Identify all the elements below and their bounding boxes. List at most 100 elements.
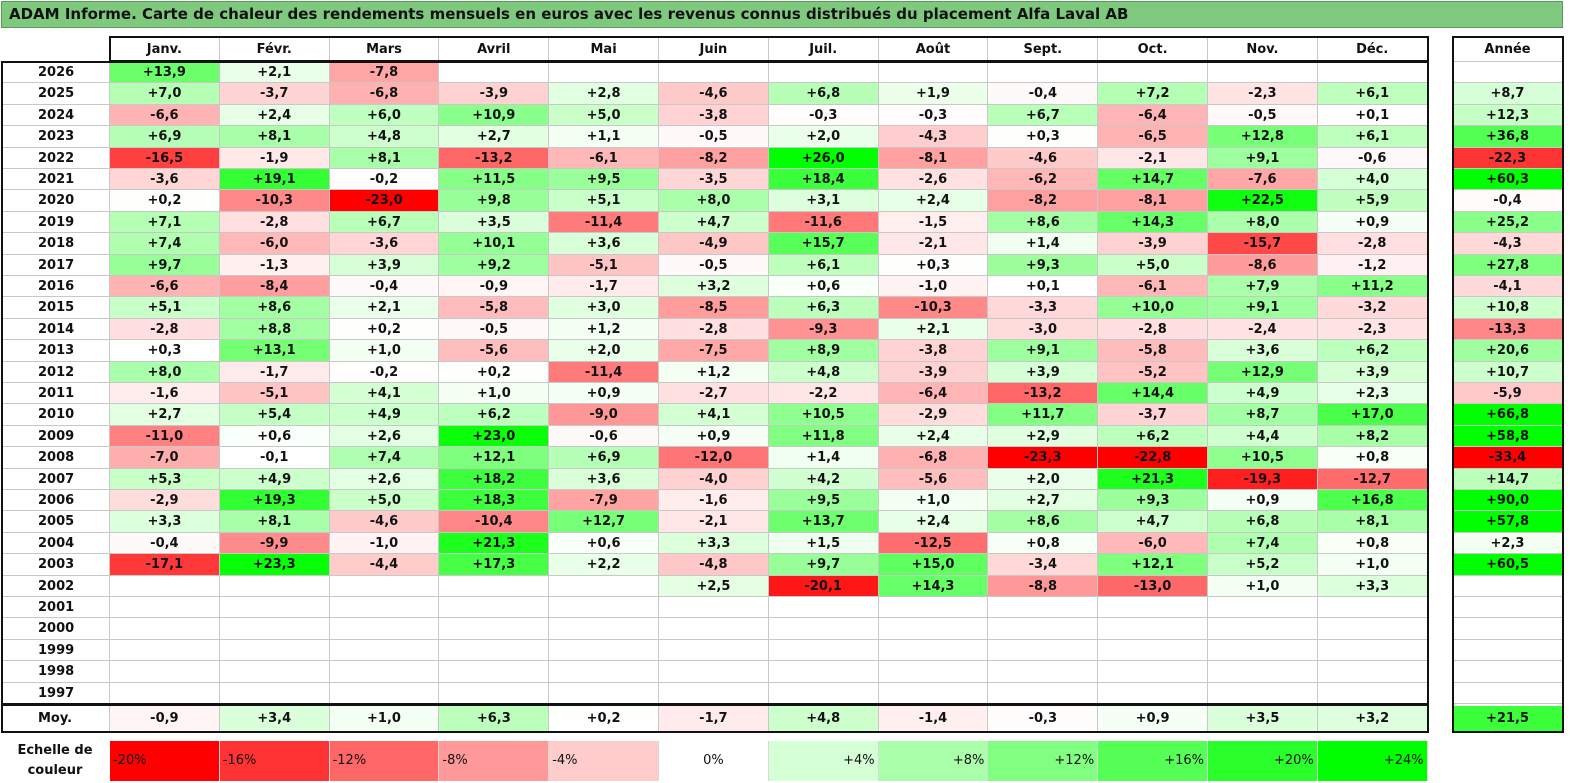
- annual-cell: +20,6: [1453, 340, 1563, 362]
- heat-cell: +18,4: [768, 169, 879, 191]
- heat-cell: -3,9: [878, 361, 989, 383]
- heat-cell: +1,1: [549, 126, 659, 148]
- heat-cell: -5,2: [1098, 361, 1208, 383]
- heat-cell: [1098, 618, 1208, 640]
- heat-cell: +0,6: [219, 425, 330, 448]
- heat-cell: -6,6: [110, 276, 220, 298]
- heat-cell: +10,0: [1098, 297, 1208, 319]
- average-cell: +3,5: [1208, 706, 1318, 732]
- annual-cell: -0,4: [1453, 190, 1563, 212]
- heat-cell: [219, 682, 330, 704]
- heat-cell: -11,4: [549, 361, 659, 383]
- heat-cell: -1,6: [110, 383, 220, 405]
- heat-cell: +7,4: [110, 233, 220, 255]
- annual-cell: +25,2: [1453, 211, 1563, 234]
- heat-cell: +21,3: [1098, 468, 1208, 490]
- heat-cell: +0,6: [768, 276, 879, 298]
- heat-cell: +7,4: [329, 447, 440, 469]
- heat-cell: -5,6: [439, 340, 550, 362]
- heat-cell: [878, 661, 989, 683]
- heat-cell: -7,5: [659, 340, 769, 362]
- heat-cell: +6,3: [768, 297, 879, 319]
- heat-cell: -3,6: [110, 169, 220, 191]
- heat-cell: -1,6: [659, 490, 769, 512]
- annual-cell: -13,3: [1453, 318, 1563, 341]
- heat-cell: +2,7: [439, 126, 550, 148]
- heat-cell: +0,9: [549, 383, 659, 405]
- heat-cell: [1317, 62, 1428, 84]
- heat-cell: [549, 661, 659, 683]
- heat-cell: [988, 639, 1099, 662]
- heat-cell: [219, 639, 330, 662]
- heat-cell: -8,1: [1098, 190, 1208, 212]
- heat-cell: -0,5: [659, 126, 769, 148]
- heat-cell: [329, 618, 440, 640]
- heat-cell: [110, 661, 220, 683]
- heat-cell: [878, 597, 989, 619]
- heat-cell: [110, 597, 220, 619]
- heat-cell: -23,3: [988, 447, 1099, 469]
- year-label: 2020: [2, 190, 110, 212]
- year-label: 2021: [2, 169, 110, 191]
- annual-cell: [1453, 639, 1563, 662]
- heat-cell: [659, 639, 769, 662]
- heat-cell: -0,3: [768, 104, 879, 127]
- scale-swatch: +12%: [988, 741, 1099, 781]
- heat-cell: [768, 639, 879, 662]
- heat-cell: +16,8: [1317, 490, 1428, 512]
- heat-cell: [110, 639, 220, 662]
- heat-cell: -11,0: [110, 425, 220, 448]
- heat-cell: +9,1: [1208, 297, 1318, 319]
- heat-cell: -0,3: [878, 104, 989, 127]
- heat-cell: +6,7: [988, 104, 1099, 127]
- heat-cell: -10,3: [219, 190, 330, 212]
- heat-cell: [988, 618, 1099, 640]
- heat-cell: [439, 618, 550, 640]
- scale-swatch: +24%: [1317, 741, 1428, 781]
- heat-cell: +19,1: [219, 169, 330, 191]
- heat-cell: +10,9: [439, 104, 550, 127]
- heat-cell: [878, 682, 989, 704]
- heat-cell: [110, 575, 220, 597]
- heat-cell: [1317, 682, 1428, 704]
- annual-cell: +57,8: [1453, 511, 1563, 533]
- heat-cell: +26,0: [768, 147, 879, 169]
- average-cell: -0,3: [988, 706, 1099, 732]
- heat-cell: -2,8: [659, 318, 769, 341]
- heat-cell: -3,5: [659, 169, 769, 191]
- heat-cell: +2,5: [659, 575, 769, 597]
- heat-cell: +4,9: [329, 404, 440, 426]
- heat-cell: +8,6: [988, 511, 1099, 533]
- heat-cell: -3,8: [659, 104, 769, 127]
- annual-cell: [1453, 618, 1563, 640]
- heat-cell: [1208, 661, 1318, 683]
- heat-cell: -5,1: [549, 254, 659, 276]
- heat-cell: +5,0: [549, 104, 659, 127]
- year-label: 2013: [2, 340, 110, 362]
- heat-cell: -2,3: [1208, 83, 1318, 105]
- heat-cell: +17,0: [1317, 404, 1428, 426]
- year-label: 2008: [2, 447, 110, 469]
- heat-cell: +1,4: [988, 233, 1099, 255]
- heat-cell: -0,1: [219, 447, 330, 469]
- heat-cell: +10,5: [1208, 447, 1318, 469]
- heat-cell: [659, 682, 769, 704]
- heat-cell: -9,0: [549, 404, 659, 426]
- heat-cell: -8,4: [219, 276, 330, 298]
- heat-cell: +2,4: [219, 104, 330, 127]
- heat-cell: -1,2: [1317, 254, 1428, 276]
- heat-cell: +6,9: [110, 126, 220, 148]
- heat-cell: +6,8: [768, 83, 879, 105]
- heat-cell: -8,2: [988, 190, 1099, 212]
- heat-cell: [1317, 618, 1428, 640]
- heat-cell: +8,9: [768, 340, 879, 362]
- heat-cell: [1098, 639, 1208, 662]
- heat-cell: +0,1: [1317, 104, 1428, 127]
- heat-cell: +3,0: [549, 297, 659, 319]
- heat-cell: +2,2: [549, 554, 659, 576]
- heat-cell: +2,1: [219, 62, 330, 84]
- heat-cell: -2,1: [659, 511, 769, 533]
- heat-cell: -4,3: [878, 126, 989, 148]
- annual-cell: -4,3: [1453, 233, 1563, 255]
- heat-cell: +12,9: [1208, 361, 1318, 383]
